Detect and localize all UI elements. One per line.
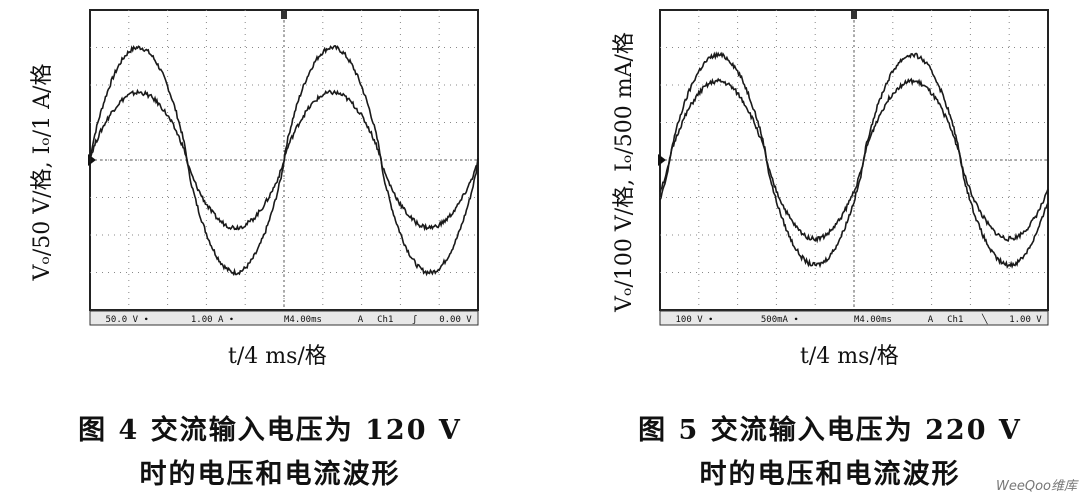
status-text: 1.00 V [1009,315,1042,325]
scope-1: 100 V ∙ 500mA ∙ M4.00ms A Ch1 ╲ 1.00 V [658,9,1049,326]
waveform-series-1 [659,77,1049,244]
status-text: ʃ [412,315,417,325]
status-text: Ch1 [377,315,393,325]
ylabel-right: Vₒ/100 V/格, Iₒ/500 mA/格 [612,32,637,312]
xlabel-left: t/4 ms/格 [228,344,327,369]
status-bar [89,310,479,326]
status-text: 50.0 V ∙ [106,315,149,325]
status-text: Ch1 [947,315,963,325]
caption-left-line1: 图 4 交流输入电压为 120 V [78,415,462,446]
status-text: M4.00ms [284,315,322,325]
status-text: 100 V ∙ [676,315,714,325]
status-text: A [928,315,934,325]
waveform-series-0 [659,51,1049,269]
caption-right-line2: 时的电压和电流波形 [699,459,961,490]
trigger-marker [851,11,857,19]
status-text: 1.00 A ∙ [191,315,234,325]
status-text: 0.00 V [439,315,472,325]
status-text: ╲ [981,313,988,325]
ground-marker [658,154,666,166]
scope-0: 50.0 V ∙ 1.00 A ∙ M4.00ms A Ch1 ʃ 0.00 V [88,9,479,326]
status-text: A [358,315,364,325]
waveform-series-1 [89,88,479,232]
xlabel-right: t/4 ms/格 [800,344,899,369]
status-text: 500mA ∙ [761,315,799,325]
trigger-marker [281,11,287,19]
ylabel-left: Vₒ/50 V/格, Iₒ/1 A/格 [30,63,55,281]
caption-left-line2: 时的电压和电流波形 [139,459,401,490]
caption-right-line1: 图 5 交流输入电压为 220 V [638,415,1022,446]
status-text: M4.00ms [854,315,892,325]
watermark: WeeQoo维库 [996,479,1077,494]
status-bar [659,310,1049,326]
